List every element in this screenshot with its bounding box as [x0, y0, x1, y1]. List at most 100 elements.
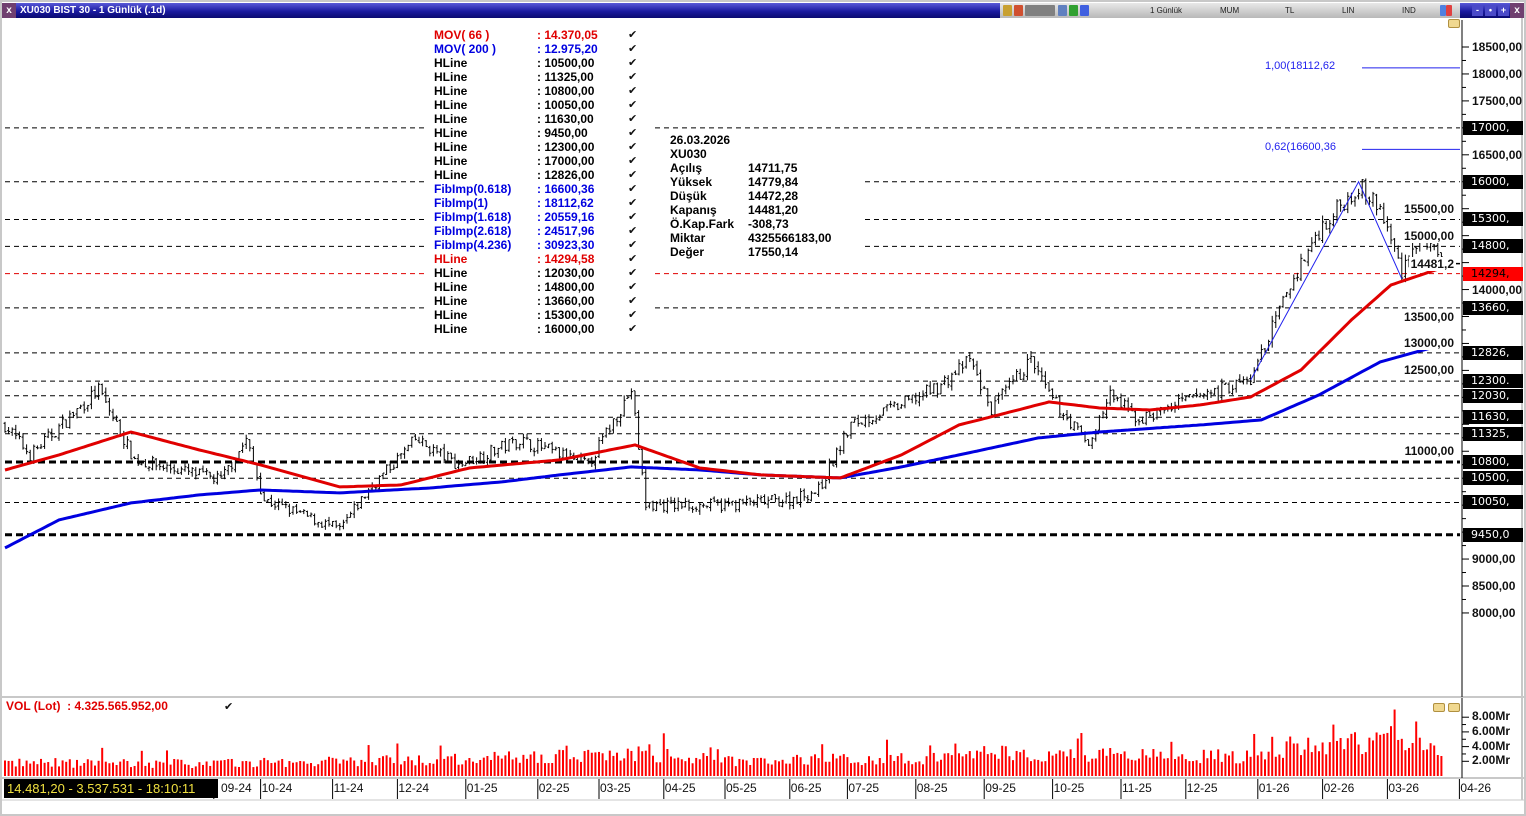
legend-visible-check-icon[interactable]: ✔: [628, 29, 638, 41]
legend-visible-check-icon[interactable]: ✔: [628, 225, 638, 237]
maximize-button[interactable]: +: [1498, 5, 1509, 16]
volume-bar: [1170, 741, 1173, 776]
drawing-icon[interactable]: [1080, 5, 1090, 16]
chart-type-selector[interactable]: MUM: [1220, 6, 1240, 15]
volume-bar: [310, 763, 312, 776]
info-label: Ö.Kap.Fark: [670, 217, 735, 231]
info-row: Ö.Kap.Fark -308,73: [670, 217, 789, 231]
legend-visible-check-icon[interactable]: ✔: [628, 141, 638, 153]
legend-visible-check-icon[interactable]: ✔: [628, 253, 638, 265]
volume-bar: [558, 749, 561, 776]
volume-bar: [763, 758, 766, 776]
volume-bar: [878, 758, 881, 776]
volume-bar: [1282, 757, 1284, 776]
legend-label: HLine: [434, 140, 468, 154]
volume-bar: [400, 764, 402, 776]
volume-bar: [76, 759, 78, 776]
volume-bar: [205, 761, 208, 776]
volume-bar: [29, 763, 32, 776]
info-row: Açılış 14711,75: [670, 161, 797, 175]
info-value: 17550,14: [748, 245, 799, 259]
window-title: XU030 BIST 30 - 1 Günlük (.1d): [20, 5, 166, 16]
volume-bar: [612, 755, 615, 776]
info-value: -308,73: [748, 217, 789, 231]
legend-value: : 24517,96: [537, 224, 595, 238]
legend-visible-check-icon[interactable]: ✔: [628, 309, 638, 321]
volume-bar: [1260, 751, 1263, 776]
indicator-selector[interactable]: IND: [1402, 6, 1416, 15]
legend-visible-check-icon[interactable]: ✔: [628, 323, 638, 335]
volume-bar: [119, 761, 122, 776]
legend-visible-check-icon[interactable]: ✔: [628, 155, 638, 167]
volume-bar: [781, 759, 784, 776]
volume-bar: [576, 759, 579, 776]
volume-bar: [814, 754, 816, 776]
close-button[interactable]: x: [1510, 3, 1524, 18]
volume-bar: [11, 760, 14, 776]
legend-visible-check-icon[interactable]: ✔: [628, 57, 638, 69]
volume-bar: [475, 763, 478, 776]
volume-bar: [533, 751, 536, 776]
volume-bar: [590, 752, 593, 776]
volume-bar: [1055, 753, 1058, 776]
volume-bar: [896, 756, 899, 776]
last-price-label: 14481,2: [1408, 256, 1456, 271]
legend-visible-check-icon[interactable]: ✔: [628, 85, 638, 97]
volume-bar: [1069, 749, 1072, 776]
hline-price-tag: 10050,: [1463, 495, 1523, 510]
legend-visible-check-icon[interactable]: ✔: [628, 169, 638, 181]
volume-bar: [990, 752, 993, 776]
volume-bar: [486, 756, 489, 776]
volume-bar: [425, 765, 428, 776]
panel-restore-button[interactable]: [1448, 19, 1460, 28]
currency-selector[interactable]: TL: [1285, 6, 1295, 15]
legend-visible-check-icon[interactable]: ✔: [628, 113, 638, 125]
volume-bar: [1354, 732, 1356, 776]
indicator-icon[interactable]: [1003, 5, 1012, 16]
volume-visible-check-icon[interactable]: ✔: [224, 701, 234, 713]
pencil-icon[interactable]: [1068, 5, 1078, 16]
volume-bar: [623, 758, 626, 776]
minimize-button[interactable]: -: [1472, 5, 1483, 16]
volume-bar: [166, 750, 168, 776]
info-value: 14711,75: [748, 161, 798, 175]
volume-bar: [1123, 751, 1126, 776]
grid-icon[interactable]: [1057, 5, 1067, 16]
format-icon[interactable]: [1025, 5, 1056, 16]
volume-bar: [742, 759, 744, 776]
legend-visible-check-icon[interactable]: ✔: [628, 99, 638, 111]
volume-bar: [1116, 752, 1119, 776]
restore-button[interactable]: •: [1485, 5, 1496, 16]
legend-visible-check-icon[interactable]: ✔: [628, 239, 638, 251]
volume-bar: [1019, 752, 1022, 776]
volume-close-button[interactable]: [1448, 703, 1460, 712]
legend-visible-check-icon[interactable]: ✔: [628, 211, 638, 223]
volume-bar: [1332, 724, 1335, 776]
legend-visible-check-icon[interactable]: ✔: [628, 295, 638, 307]
legend-visible-check-icon[interactable]: ✔: [628, 197, 638, 209]
legend-visible-check-icon[interactable]: ✔: [628, 127, 638, 139]
legend-visible-check-icon[interactable]: ✔: [628, 267, 638, 279]
volume-bar: [1379, 734, 1382, 776]
legend-label: HLine: [434, 294, 468, 308]
period-selector[interactable]: 1 Günlük: [1150, 6, 1183, 15]
date-axis-label: 06-25: [790, 781, 822, 795]
volume-bar: [677, 757, 680, 776]
volume-bar: [1195, 760, 1198, 776]
volume-bar: [565, 745, 568, 776]
volume-bar: [760, 757, 762, 776]
volume-bar: [547, 763, 550, 776]
volume-bar: [536, 762, 539, 776]
legend-visible-check-icon[interactable]: ✔: [628, 43, 638, 55]
template-icon[interactable]: [1014, 5, 1024, 16]
legend-visible-check-icon[interactable]: ✔: [628, 183, 638, 195]
pin-icon[interactable]: [1440, 3, 1452, 21]
volume-bar: [1062, 751, 1065, 776]
legend-visible-check-icon[interactable]: ✔: [628, 71, 638, 83]
legend-visible-check-icon[interactable]: ✔: [628, 281, 638, 293]
close-window-button[interactable]: x: [2, 3, 16, 18]
volume-bar: [1231, 751, 1234, 776]
scale-selector[interactable]: LIN: [1342, 6, 1355, 15]
volume-restore-button[interactable]: [1433, 703, 1445, 712]
